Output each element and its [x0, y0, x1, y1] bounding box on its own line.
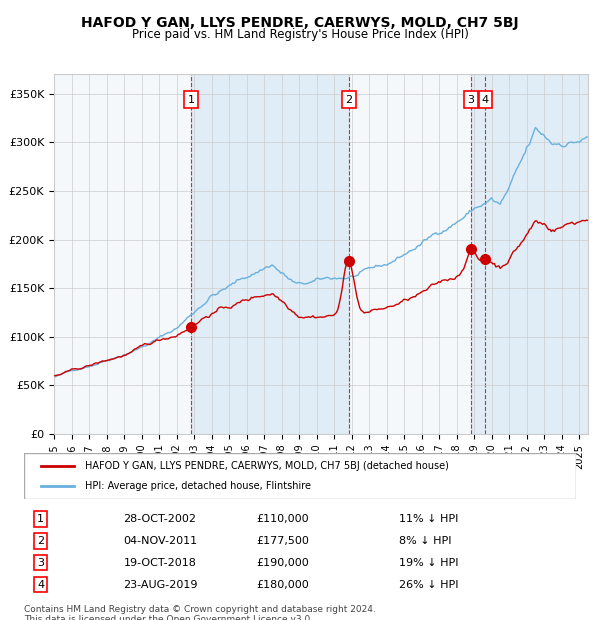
- Text: 04-NOV-2011: 04-NOV-2011: [124, 536, 197, 546]
- Text: HAFOD Y GAN, LLYS PENDRE, CAERWYS, MOLD, CH7 5BJ (detached house): HAFOD Y GAN, LLYS PENDRE, CAERWYS, MOLD,…: [85, 461, 449, 471]
- Text: 11% ↓ HPI: 11% ↓ HPI: [400, 514, 459, 524]
- Text: 1: 1: [187, 95, 194, 105]
- Text: £190,000: £190,000: [256, 558, 308, 568]
- Text: Contains HM Land Registry data © Crown copyright and database right 2024.
This d: Contains HM Land Registry data © Crown c…: [24, 604, 376, 620]
- Text: 2: 2: [345, 95, 352, 105]
- Text: 1: 1: [37, 514, 44, 524]
- Bar: [191, 74, 349, 434]
- Text: 19-OCT-2018: 19-OCT-2018: [124, 558, 196, 568]
- Text: 28-OCT-2002: 28-OCT-2002: [124, 514, 196, 524]
- Text: £180,000: £180,000: [256, 580, 308, 590]
- Text: 8% ↓ HPI: 8% ↓ HPI: [400, 536, 452, 546]
- Text: 4: 4: [482, 95, 489, 105]
- Text: 26% ↓ HPI: 26% ↓ HPI: [400, 580, 459, 590]
- Text: 2: 2: [37, 536, 44, 546]
- Text: £177,500: £177,500: [256, 536, 309, 546]
- FancyBboxPatch shape: [24, 453, 576, 499]
- Text: 23-AUG-2019: 23-AUG-2019: [124, 580, 198, 590]
- Text: 3: 3: [467, 95, 474, 105]
- Text: HAFOD Y GAN, LLYS PENDRE, CAERWYS, MOLD, CH7 5BJ: HAFOD Y GAN, LLYS PENDRE, CAERWYS, MOLD,…: [81, 16, 519, 30]
- Text: HPI: Average price, detached house, Flintshire: HPI: Average price, detached house, Flin…: [85, 481, 311, 491]
- Text: 3: 3: [37, 558, 44, 568]
- Text: 19% ↓ HPI: 19% ↓ HPI: [400, 558, 459, 568]
- Text: £110,000: £110,000: [256, 514, 308, 524]
- Text: Price paid vs. HM Land Registry's House Price Index (HPI): Price paid vs. HM Land Registry's House …: [131, 28, 469, 41]
- Bar: [470, 74, 588, 434]
- Text: 4: 4: [37, 580, 44, 590]
